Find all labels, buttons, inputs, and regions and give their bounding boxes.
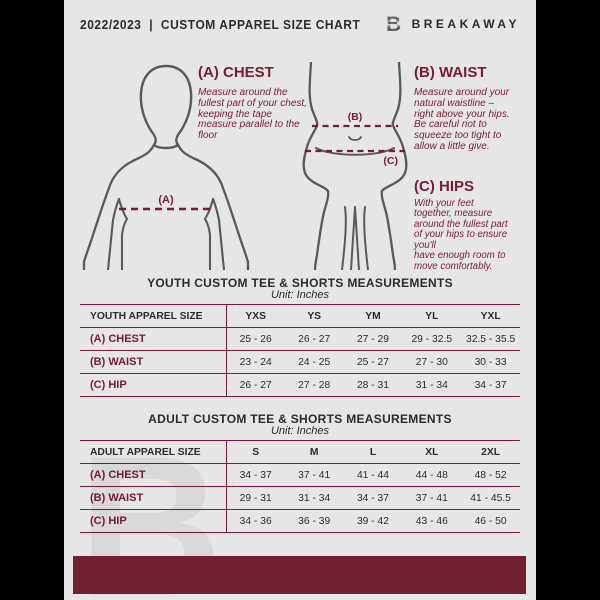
svg-text:(C): (C) xyxy=(383,155,398,167)
svg-text:(A): (A) xyxy=(158,194,174,206)
svg-text:B: B xyxy=(387,13,401,35)
svg-text:(B): (B) xyxy=(348,111,363,123)
